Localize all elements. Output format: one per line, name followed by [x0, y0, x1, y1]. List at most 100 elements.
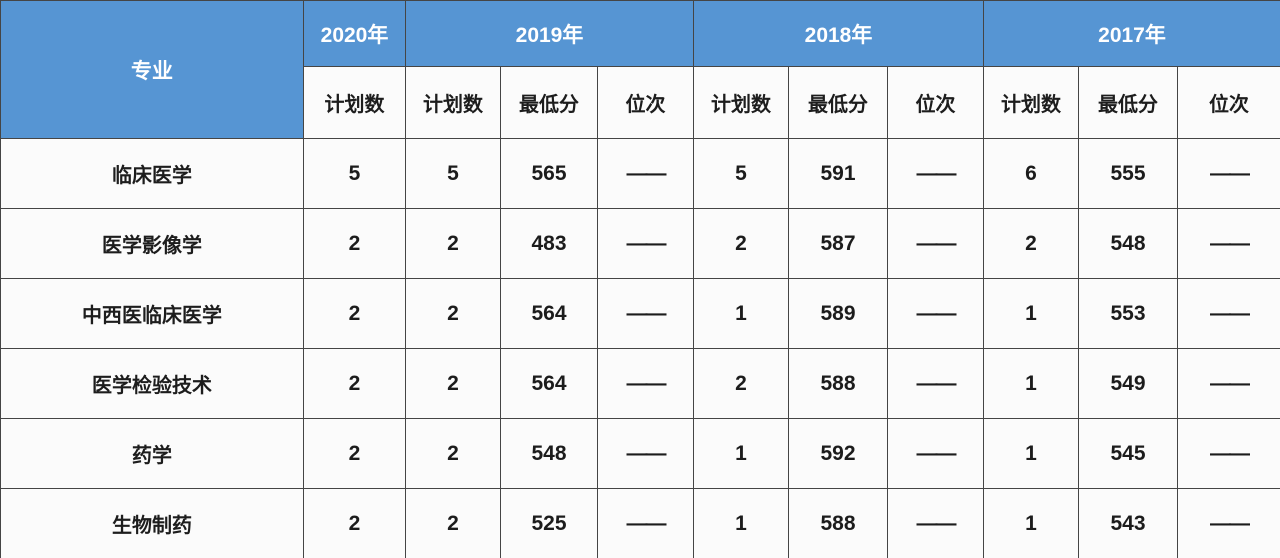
- rank-dash: ——: [1210, 301, 1250, 325]
- rank-dash: ——: [1210, 231, 1250, 255]
- rank-dash: ——: [626, 161, 667, 185]
- plan-2020-cell: 2: [303, 348, 406, 419]
- minscore-2019-cell: 564: [500, 348, 598, 419]
- plan-2018-cell: 1: [693, 418, 789, 489]
- rank-dash: ——: [1210, 441, 1250, 465]
- plan-header-2017: 计划数: [983, 66, 1079, 139]
- table-row: 医学检验技术 2 2 564 —— 2 588 —— 1 549 ——: [0, 348, 1280, 419]
- rank-header-2018: 位次: [887, 66, 984, 139]
- table-body: 临床医学 5 5 565 —— 5 591 —— 6 555 —— 医学影像学 …: [0, 138, 1280, 558]
- plan-2017-cell: 1: [983, 418, 1079, 489]
- plan-2017-cell: 1: [983, 278, 1079, 349]
- plan-2017-cell: 1: [983, 348, 1079, 419]
- rank-2018-cell: ——: [887, 208, 984, 279]
- rank-2018-cell: ——: [887, 488, 984, 558]
- plan-header-2018: 计划数: [693, 66, 789, 139]
- major-cell: 生物制药: [0, 488, 304, 558]
- plan-2017-cell: 6: [983, 138, 1079, 209]
- plan-header-2020: 计划数: [303, 66, 406, 139]
- rank-2018-cell: ——: [887, 418, 984, 489]
- minscore-2018-cell: 589: [788, 278, 888, 349]
- minscore-2018-cell: 591: [788, 138, 888, 209]
- plan-2017-cell: 1: [983, 488, 1079, 558]
- plan-2018-cell: 2: [693, 348, 789, 419]
- plan-2020-cell: 5: [303, 138, 406, 209]
- rank-2017-cell: ——: [1177, 208, 1280, 279]
- minscore-2017-cell: 548: [1078, 208, 1178, 279]
- rank-2019-cell: ——: [597, 208, 694, 279]
- rank-2018-cell: ——: [887, 138, 984, 209]
- table-row: 生物制药 2 2 525 —— 1 588 —— 1 543 ——: [0, 488, 1280, 558]
- rank-2017-cell: ——: [1177, 418, 1280, 489]
- rank-dash: ——: [626, 371, 667, 395]
- major-column-header: 专业: [0, 0, 304, 139]
- minscore-2017-cell: 545: [1078, 418, 1178, 489]
- year-header-row: 专业 2020年 2019年 2018年 2017年: [0, 0, 1280, 139]
- rank-dash: ——: [626, 301, 667, 325]
- rank-2019-cell: ——: [597, 278, 694, 349]
- minscore-2018-cell: 588: [788, 488, 888, 558]
- major-cell: 医学检验技术: [0, 348, 304, 419]
- rank-2018-cell: ——: [887, 278, 984, 349]
- rank-dash: ——: [1210, 511, 1250, 535]
- rank-dash: ——: [916, 441, 957, 465]
- plan-header-2019: 计划数: [405, 66, 501, 139]
- minscore-2019-cell: 548: [500, 418, 598, 489]
- plan-2019-cell: 2: [405, 418, 501, 489]
- table-row: 药学 2 2 548 —— 1 592 —— 1 545 ——: [0, 418, 1280, 489]
- minscore-header-2018: 最低分: [788, 66, 888, 139]
- plan-2020-cell: 2: [303, 418, 406, 489]
- minscore-2018-cell: 592: [788, 418, 888, 489]
- table-row: 临床医学 5 5 565 —— 5 591 —— 6 555 ——: [0, 138, 1280, 209]
- minscore-2018-cell: 588: [788, 348, 888, 419]
- plan-2019-cell: 2: [405, 348, 501, 419]
- rank-2019-cell: ——: [597, 348, 694, 419]
- rank-header-2017: 位次: [1177, 66, 1280, 139]
- rank-dash: ——: [626, 511, 667, 535]
- minscore-2019-cell: 525: [500, 488, 598, 558]
- major-cell: 临床医学: [0, 138, 304, 209]
- minscore-header-2017: 最低分: [1078, 66, 1178, 139]
- minscore-2019-cell: 483: [500, 208, 598, 279]
- rank-dash: ——: [916, 301, 957, 325]
- rank-dash: ——: [1210, 371, 1250, 395]
- year-header-2018: 2018年: [693, 0, 984, 67]
- minscore-2017-cell: 553: [1078, 278, 1178, 349]
- rank-dash: ——: [626, 441, 667, 465]
- plan-2017-cell: 2: [983, 208, 1079, 279]
- rank-2017-cell: ——: [1177, 488, 1280, 558]
- table-row: 中西医临床医学 2 2 564 —— 1 589 —— 1 553 ——: [0, 278, 1280, 349]
- plan-2020-cell: 2: [303, 278, 406, 349]
- rank-2017-cell: ——: [1177, 278, 1280, 349]
- major-cell: 药学: [0, 418, 304, 489]
- rank-dash: ——: [626, 231, 667, 255]
- table-header: 专业 2020年 2019年 2018年 2017年 计划数 计划数 最低分 位…: [0, 0, 1280, 139]
- plan-2019-cell: 2: [405, 208, 501, 279]
- rank-dash: ——: [916, 231, 957, 255]
- plan-2020-cell: 2: [303, 208, 406, 279]
- rank-2019-cell: ——: [597, 418, 694, 489]
- plan-2020-cell: 2: [303, 488, 406, 558]
- rank-2019-cell: ——: [597, 488, 694, 558]
- plan-2019-cell: 2: [405, 278, 501, 349]
- minscore-2017-cell: 555: [1078, 138, 1178, 209]
- plan-2018-cell: 1: [693, 488, 789, 558]
- rank-dash: ——: [1210, 161, 1250, 185]
- year-header-2017: 2017年: [983, 0, 1280, 67]
- minscore-2017-cell: 549: [1078, 348, 1178, 419]
- table-row: 医学影像学 2 2 483 —— 2 587 —— 2 548 ——: [0, 208, 1280, 279]
- major-cell: 中西医临床医学: [0, 278, 304, 349]
- rank-2017-cell: ——: [1177, 348, 1280, 419]
- plan-2019-cell: 2: [405, 488, 501, 558]
- plan-2018-cell: 2: [693, 208, 789, 279]
- major-cell: 医学影像学: [0, 208, 304, 279]
- plan-2019-cell: 5: [405, 138, 501, 209]
- rank-dash: ——: [916, 511, 957, 535]
- minscore-2017-cell: 543: [1078, 488, 1178, 558]
- year-header-2020: 2020年: [303, 0, 406, 67]
- rank-2018-cell: ——: [887, 348, 984, 419]
- plan-2018-cell: 1: [693, 278, 789, 349]
- plan-2018-cell: 5: [693, 138, 789, 209]
